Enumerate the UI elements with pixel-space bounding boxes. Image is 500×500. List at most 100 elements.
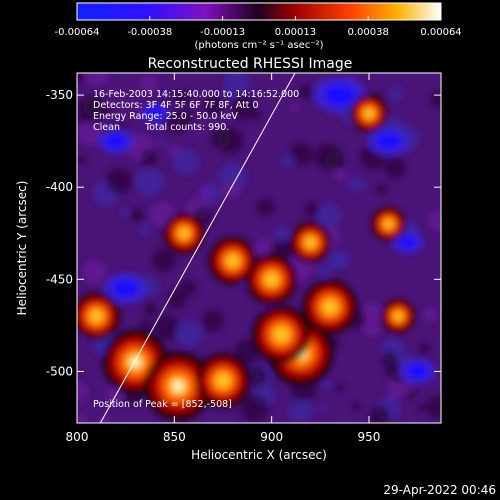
y-axis: -350 -400 -450 -500 bbox=[46, 88, 441, 378]
colorbar-tick-label: -0.00013 bbox=[200, 27, 245, 38]
heatmap-speckle bbox=[336, 382, 345, 392]
y-tick-label: -500 bbox=[46, 364, 73, 378]
heatmap-speckle bbox=[144, 302, 158, 316]
x-tick-label: 850 bbox=[163, 430, 186, 444]
heatmap-cold-core bbox=[146, 108, 164, 120]
heatmap-hot-core bbox=[393, 311, 404, 322]
heatmap-cold-core bbox=[324, 85, 355, 106]
x-axis-label: Heliocentric X (arcsec) bbox=[191, 448, 327, 462]
heatmap-cold-core bbox=[398, 236, 417, 249]
annotation-energy: Energy Range: 25.0 - 50.0 keV bbox=[93, 111, 238, 122]
x-tick-label: 900 bbox=[260, 430, 283, 444]
heatmap-speckle bbox=[369, 405, 391, 423]
heatmap-speckle bbox=[240, 394, 269, 422]
heatmap-speckle bbox=[418, 342, 431, 355]
heatmap-speckle bbox=[245, 365, 268, 388]
heatmap-speckle bbox=[135, 168, 164, 196]
heatmap-speckle bbox=[180, 279, 197, 297]
annotation-method: Clean bbox=[93, 122, 120, 133]
colorbar-unit-label: (photons cm⁻² s⁻¹ asec⁻²) bbox=[194, 40, 323, 51]
annotation-counts: Total counts: 990. bbox=[144, 122, 229, 133]
heatmap-speckle bbox=[384, 156, 406, 179]
y-tick-label: -400 bbox=[46, 180, 73, 194]
chart-title: Reconstructed RHESSI Image bbox=[148, 56, 353, 72]
annotation-time: 16-Feb-2003 14:15:40.000 to 14:16:52.000 bbox=[93, 89, 299, 100]
heatmap-speckle bbox=[231, 95, 256, 121]
heatmap-field bbox=[77, 73, 441, 423]
heatmap-speckle bbox=[318, 265, 331, 278]
colorbar-tick-label: -0.00038 bbox=[127, 27, 172, 38]
heatmap-speckle bbox=[388, 388, 401, 401]
footer-timestamp: 29-Apr-2022 00:46 bbox=[383, 483, 496, 497]
heatmap-speckle bbox=[83, 73, 109, 86]
colorbar-tick-label: 0.00064 bbox=[420, 27, 461, 38]
heatmap-cold-core bbox=[376, 133, 401, 150]
heatmap-speckle bbox=[77, 414, 88, 423]
heatmap-speckle bbox=[273, 226, 290, 242]
heatmap-hot-core bbox=[272, 326, 290, 344]
heatmap-hot-core bbox=[363, 108, 375, 120]
heatmap-hot-core bbox=[322, 298, 339, 315]
heatmap-speckle bbox=[105, 167, 133, 194]
heatmap-plot bbox=[77, 73, 441, 423]
x-axis: 800 850 900 950 bbox=[66, 73, 381, 444]
heatmap-speckle bbox=[202, 309, 225, 332]
heatmap-speckle bbox=[256, 198, 275, 217]
heatmap-speckle bbox=[82, 259, 107, 284]
heatmap-speckle bbox=[362, 302, 383, 322]
heatmap-cold-core bbox=[105, 134, 127, 149]
heatmap-speckle bbox=[139, 223, 151, 235]
plot-frame bbox=[76, 72, 442, 424]
solar-limb-line bbox=[99, 73, 296, 423]
heatmap-speckle bbox=[164, 110, 188, 134]
y-axis-label: Heliocentric Y (arcsec) bbox=[15, 181, 29, 316]
x-tick-label: 950 bbox=[358, 430, 381, 444]
heatmap-hot-core bbox=[304, 236, 317, 249]
heatmap-speckle bbox=[77, 155, 86, 165]
heatmap-cold-core bbox=[407, 364, 429, 379]
heatmap-speckle bbox=[426, 395, 441, 419]
heatmap-speckle bbox=[303, 201, 319, 217]
colorbar-tick-label: -0.00064 bbox=[55, 27, 100, 38]
heatmap-speckle bbox=[252, 111, 262, 121]
heatmap-speckle bbox=[130, 208, 145, 222]
heatmap-speckle bbox=[348, 176, 365, 193]
heatmap-speckle bbox=[120, 207, 130, 217]
annotation-peak: Position of Peak = [852,-508] bbox=[93, 399, 232, 410]
heatmap-speckle bbox=[323, 381, 332, 390]
heatmap-speckle bbox=[140, 319, 152, 331]
heatmap-speckle bbox=[101, 106, 112, 116]
heatmap-speckle bbox=[222, 180, 241, 199]
y-tick-label: -450 bbox=[46, 272, 73, 286]
heatmap-hot-core bbox=[225, 253, 240, 268]
heatmap-speckle bbox=[140, 149, 158, 167]
heatmap-speckle bbox=[327, 252, 345, 269]
heatmap-speckle bbox=[174, 90, 191, 107]
heatmap-speckle bbox=[77, 121, 101, 146]
heatmap-speckle bbox=[376, 183, 388, 195]
heatmap-speckle bbox=[290, 103, 299, 113]
heatmap-speckle bbox=[172, 148, 199, 175]
heatmap-speckle bbox=[82, 95, 104, 117]
heatmap-hot-core bbox=[264, 271, 280, 287]
heatmap-speckle bbox=[203, 94, 225, 116]
heatmap-speckle bbox=[316, 203, 341, 228]
heatmap-speckle bbox=[152, 248, 176, 272]
heatmap-speckle bbox=[298, 84, 313, 99]
heatmap-speckle bbox=[140, 74, 158, 93]
heatmap-speckle bbox=[77, 382, 89, 403]
y-tick-label: -350 bbox=[46, 88, 73, 102]
colorbar-tick-label: 0.00038 bbox=[348, 27, 389, 38]
heatmap-speckle bbox=[417, 402, 427, 412]
heatmap-hot-core bbox=[89, 309, 104, 324]
heatmap-speckle bbox=[362, 318, 381, 337]
heatmap-speckle bbox=[175, 320, 203, 347]
colorbar-ticks: -0.00064 -0.00038 -0.00013 0.00013 0.00038 0.… bbox=[55, 16, 462, 38]
heatmap-speckle bbox=[423, 308, 438, 322]
colorbar bbox=[76, 2, 442, 21]
annotation-detectors: Detectors: 3F 4F 5F 6F 7F 8F, Att 0 bbox=[93, 100, 259, 111]
heatmap-cold-core bbox=[112, 280, 139, 298]
heatmap-speckle bbox=[333, 168, 347, 182]
heatmap-hot-peak bbox=[173, 381, 184, 392]
